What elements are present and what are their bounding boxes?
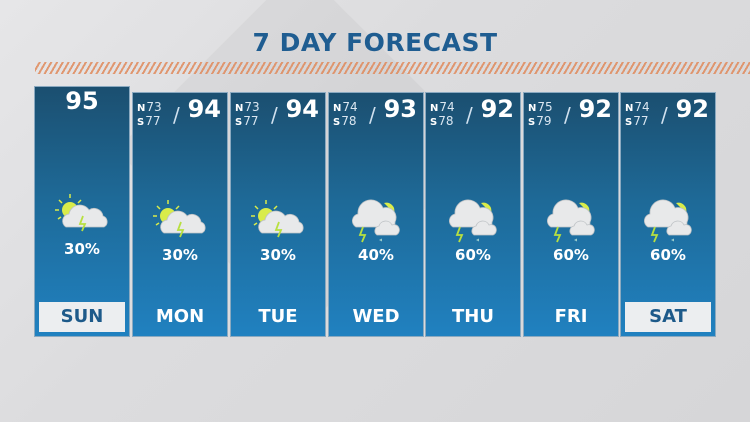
day-label: WED (352, 306, 400, 327)
low-temps: N75 S79 (528, 101, 553, 129)
north-label: N (430, 103, 439, 114)
north-label: N (235, 103, 244, 114)
high-temp: 92 (578, 95, 612, 123)
day-label: SAT (625, 302, 711, 332)
sun-cloud-lightning-icon (150, 197, 210, 247)
forecast-card-wed: N74 S78 / 93 40% WED (328, 92, 424, 337)
separator: / (661, 103, 668, 127)
day-label: FRI (554, 306, 588, 327)
forecast-card-tue: N73 S77 / 94 30% TUE (230, 92, 326, 337)
south-label: S (235, 117, 243, 128)
north-low: 75 (537, 100, 553, 114)
separator: / (173, 103, 180, 127)
south-label: S (625, 117, 633, 128)
low-temps: N74 S78 (333, 101, 358, 129)
south-label: S (333, 117, 341, 128)
day-label: THU (452, 306, 494, 327)
high-temp: 94 (187, 95, 221, 123)
decorative-stripe (35, 62, 750, 74)
north-label: N (333, 103, 342, 114)
separator: / (564, 103, 571, 127)
south-low: 77 (243, 114, 259, 128)
day-label: SUN (39, 302, 125, 332)
forecast-card-thu: N74 S78 / 92 60% THU (425, 92, 521, 337)
thunderstorm-cloud-sun-icon (346, 197, 406, 247)
low-temps: N73 S77 (137, 101, 162, 129)
low-temps: N73 S77 (235, 101, 260, 129)
precip-chance: 60% (455, 246, 491, 264)
separator: / (369, 103, 376, 127)
day-label: MON (155, 306, 205, 327)
low-temps: N74 S77 (625, 101, 650, 129)
south-low: 77 (145, 114, 161, 128)
north-low: 73 (146, 100, 162, 114)
south-low: 78 (438, 114, 454, 128)
precip-chance: 60% (650, 246, 686, 264)
north-label: N (528, 103, 537, 114)
south-low: 78 (341, 114, 357, 128)
thunderstorm-cloud-sun-icon (638, 197, 698, 247)
north-label: N (625, 103, 634, 114)
forecast-card-fri: N75 S79 / 92 60% FRI (523, 92, 619, 337)
north-low: 74 (342, 100, 358, 114)
precip-chance: 30% (260, 246, 296, 264)
precip-chance: 40% (358, 246, 394, 264)
high-temp: 94 (285, 95, 319, 123)
precip-chance: 30% (64, 240, 100, 258)
sun-cloud-lightning-icon (248, 197, 308, 247)
precip-chance: 30% (162, 246, 198, 264)
sun-cloud-lightning-icon (52, 191, 112, 241)
north-low: 74 (439, 100, 455, 114)
precip-chance: 60% (553, 246, 589, 264)
high-temp: 92 (675, 95, 709, 123)
north-low: 73 (244, 100, 260, 114)
high-temp: 95 (65, 87, 99, 115)
north-low: 74 (634, 100, 650, 114)
south-low: 79 (536, 114, 552, 128)
separator: / (271, 103, 278, 127)
page-title: 7 DAY FORECAST (252, 28, 498, 57)
south-low: 77 (633, 114, 649, 128)
high-temp: 93 (383, 95, 417, 123)
south-label: S (430, 117, 438, 128)
separator: / (466, 103, 473, 127)
high-temp: 92 (480, 95, 514, 123)
south-label: S (528, 117, 536, 128)
forecast-card-mon: N73 S77 / 94 30% MON (132, 92, 228, 337)
north-label: N (137, 103, 146, 114)
thunderstorm-cloud-sun-icon (541, 197, 601, 247)
low-temps: N74 S78 (430, 101, 455, 129)
thunderstorm-cloud-sun-icon (443, 197, 503, 247)
day-label: TUE (258, 306, 298, 327)
south-label: S (137, 117, 145, 128)
forecast-card-sat: N74 S77 / 92 60% SAT (620, 92, 716, 337)
forecast-card-sun: 95 30% SUN (34, 86, 130, 337)
